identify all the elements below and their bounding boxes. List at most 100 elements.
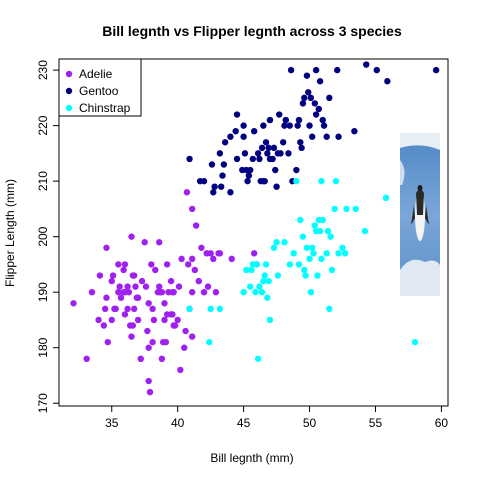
point-adelie (162, 338, 170, 346)
point-adelie (130, 305, 138, 313)
point-gentoo (305, 89, 312, 96)
point-chinstrap (332, 177, 340, 185)
point-chinstrap (323, 250, 330, 257)
point-adelie (96, 272, 104, 279)
point-adelie (95, 316, 102, 324)
point-chinstrap (326, 305, 333, 313)
point-gentoo (316, 78, 324, 85)
point-adelie (210, 255, 217, 263)
point-adelie (132, 283, 139, 290)
legend: Adelie Gentoo Chinstrap (58, 58, 142, 117)
y-axis-label: Flipper Length (mm) (3, 179, 17, 287)
point-chinstrap (186, 305, 193, 313)
point-adelie (158, 355, 166, 363)
point-adelie (175, 283, 183, 290)
point-adelie (161, 300, 168, 307)
x-tick-label: 50 (303, 416, 317, 430)
point-chinstrap (307, 288, 315, 296)
point-adelie (120, 266, 127, 274)
legend-label-gentoo: Gentoo (79, 84, 119, 98)
point-adelie (250, 250, 258, 257)
point-chinstrap (352, 205, 359, 213)
point-gentoo (315, 105, 322, 113)
point-adelie (156, 239, 163, 246)
point-gentoo (256, 155, 263, 163)
point-gentoo (270, 144, 278, 152)
point-gentoo (323, 133, 330, 140)
point-adelie (204, 283, 212, 290)
point-gentoo (258, 144, 266, 152)
point-chinstrap (260, 277, 267, 285)
point-gentoo (335, 133, 342, 140)
legend-marker-chinstrap (65, 104, 73, 112)
point-gentoo (286, 122, 293, 129)
point-gentoo (208, 161, 216, 168)
point-adelie (182, 327, 189, 335)
data-points (70, 61, 440, 396)
point-chinstrap (343, 205, 350, 213)
point-adelie (130, 272, 138, 279)
point-adelie (121, 288, 129, 296)
point-chinstrap (258, 288, 266, 296)
point-chinstrap (327, 233, 334, 240)
point-adelie (152, 266, 159, 274)
legend-box (58, 58, 142, 117)
point-gentoo (334, 66, 341, 74)
y-tick-label: 230 (36, 60, 50, 80)
point-adelie (212, 288, 220, 296)
point-gentoo (298, 144, 305, 152)
point-adelie (188, 255, 196, 263)
point-gentoo (363, 61, 370, 68)
point-gentoo (245, 172, 253, 179)
point-gentoo (307, 94, 315, 102)
point-gentoo (297, 139, 304, 146)
point-gentoo (282, 116, 290, 124)
point-chinstrap (310, 250, 317, 257)
point-adelie (183, 189, 191, 196)
point-adelie (228, 255, 235, 263)
point-gentoo (220, 161, 228, 168)
point-adelie (109, 272, 117, 279)
point-gentoo (210, 189, 217, 196)
y-tick-label: 200 (36, 226, 50, 246)
point-adelie (145, 300, 152, 307)
point-adelie (121, 261, 129, 268)
point-gentoo (216, 150, 224, 157)
point-adelie (144, 327, 151, 335)
point-chinstrap (303, 244, 311, 251)
point-gentoo (279, 139, 287, 146)
legend-label-adelie: Adelie (79, 67, 113, 81)
point-gentoo (311, 100, 319, 107)
point-chinstrap (319, 216, 326, 224)
point-gentoo (227, 189, 234, 196)
point-gentoo (326, 94, 333, 102)
point-gentoo (186, 155, 193, 163)
point-adelie (158, 288, 166, 296)
point-gentoo (306, 122, 313, 129)
point-gentoo (277, 150, 284, 157)
point-gentoo (240, 133, 247, 140)
point-chinstrap (286, 261, 293, 268)
point-gentoo (432, 66, 440, 74)
point-gentoo (373, 66, 380, 74)
point-gentoo (260, 122, 267, 129)
point-adelie (116, 283, 123, 290)
point-adelie (128, 233, 135, 240)
point-chinstrap (318, 177, 325, 185)
y-tick-label: 220 (36, 115, 50, 135)
point-chinstrap (252, 288, 259, 296)
point-chinstrap (290, 250, 297, 257)
point-gentoo (254, 150, 262, 157)
point-gentoo (299, 100, 307, 107)
point-chinstrap (253, 261, 260, 268)
point-adelie (188, 288, 196, 296)
point-adelie (145, 344, 152, 351)
point-adelie (115, 288, 122, 296)
point-adelie (146, 388, 154, 396)
point-gentoo (219, 172, 226, 179)
point-chinstrap (281, 239, 288, 246)
point-adelie (145, 377, 152, 385)
x-tick-label: 40 (171, 416, 185, 430)
point-adelie (83, 355, 90, 363)
